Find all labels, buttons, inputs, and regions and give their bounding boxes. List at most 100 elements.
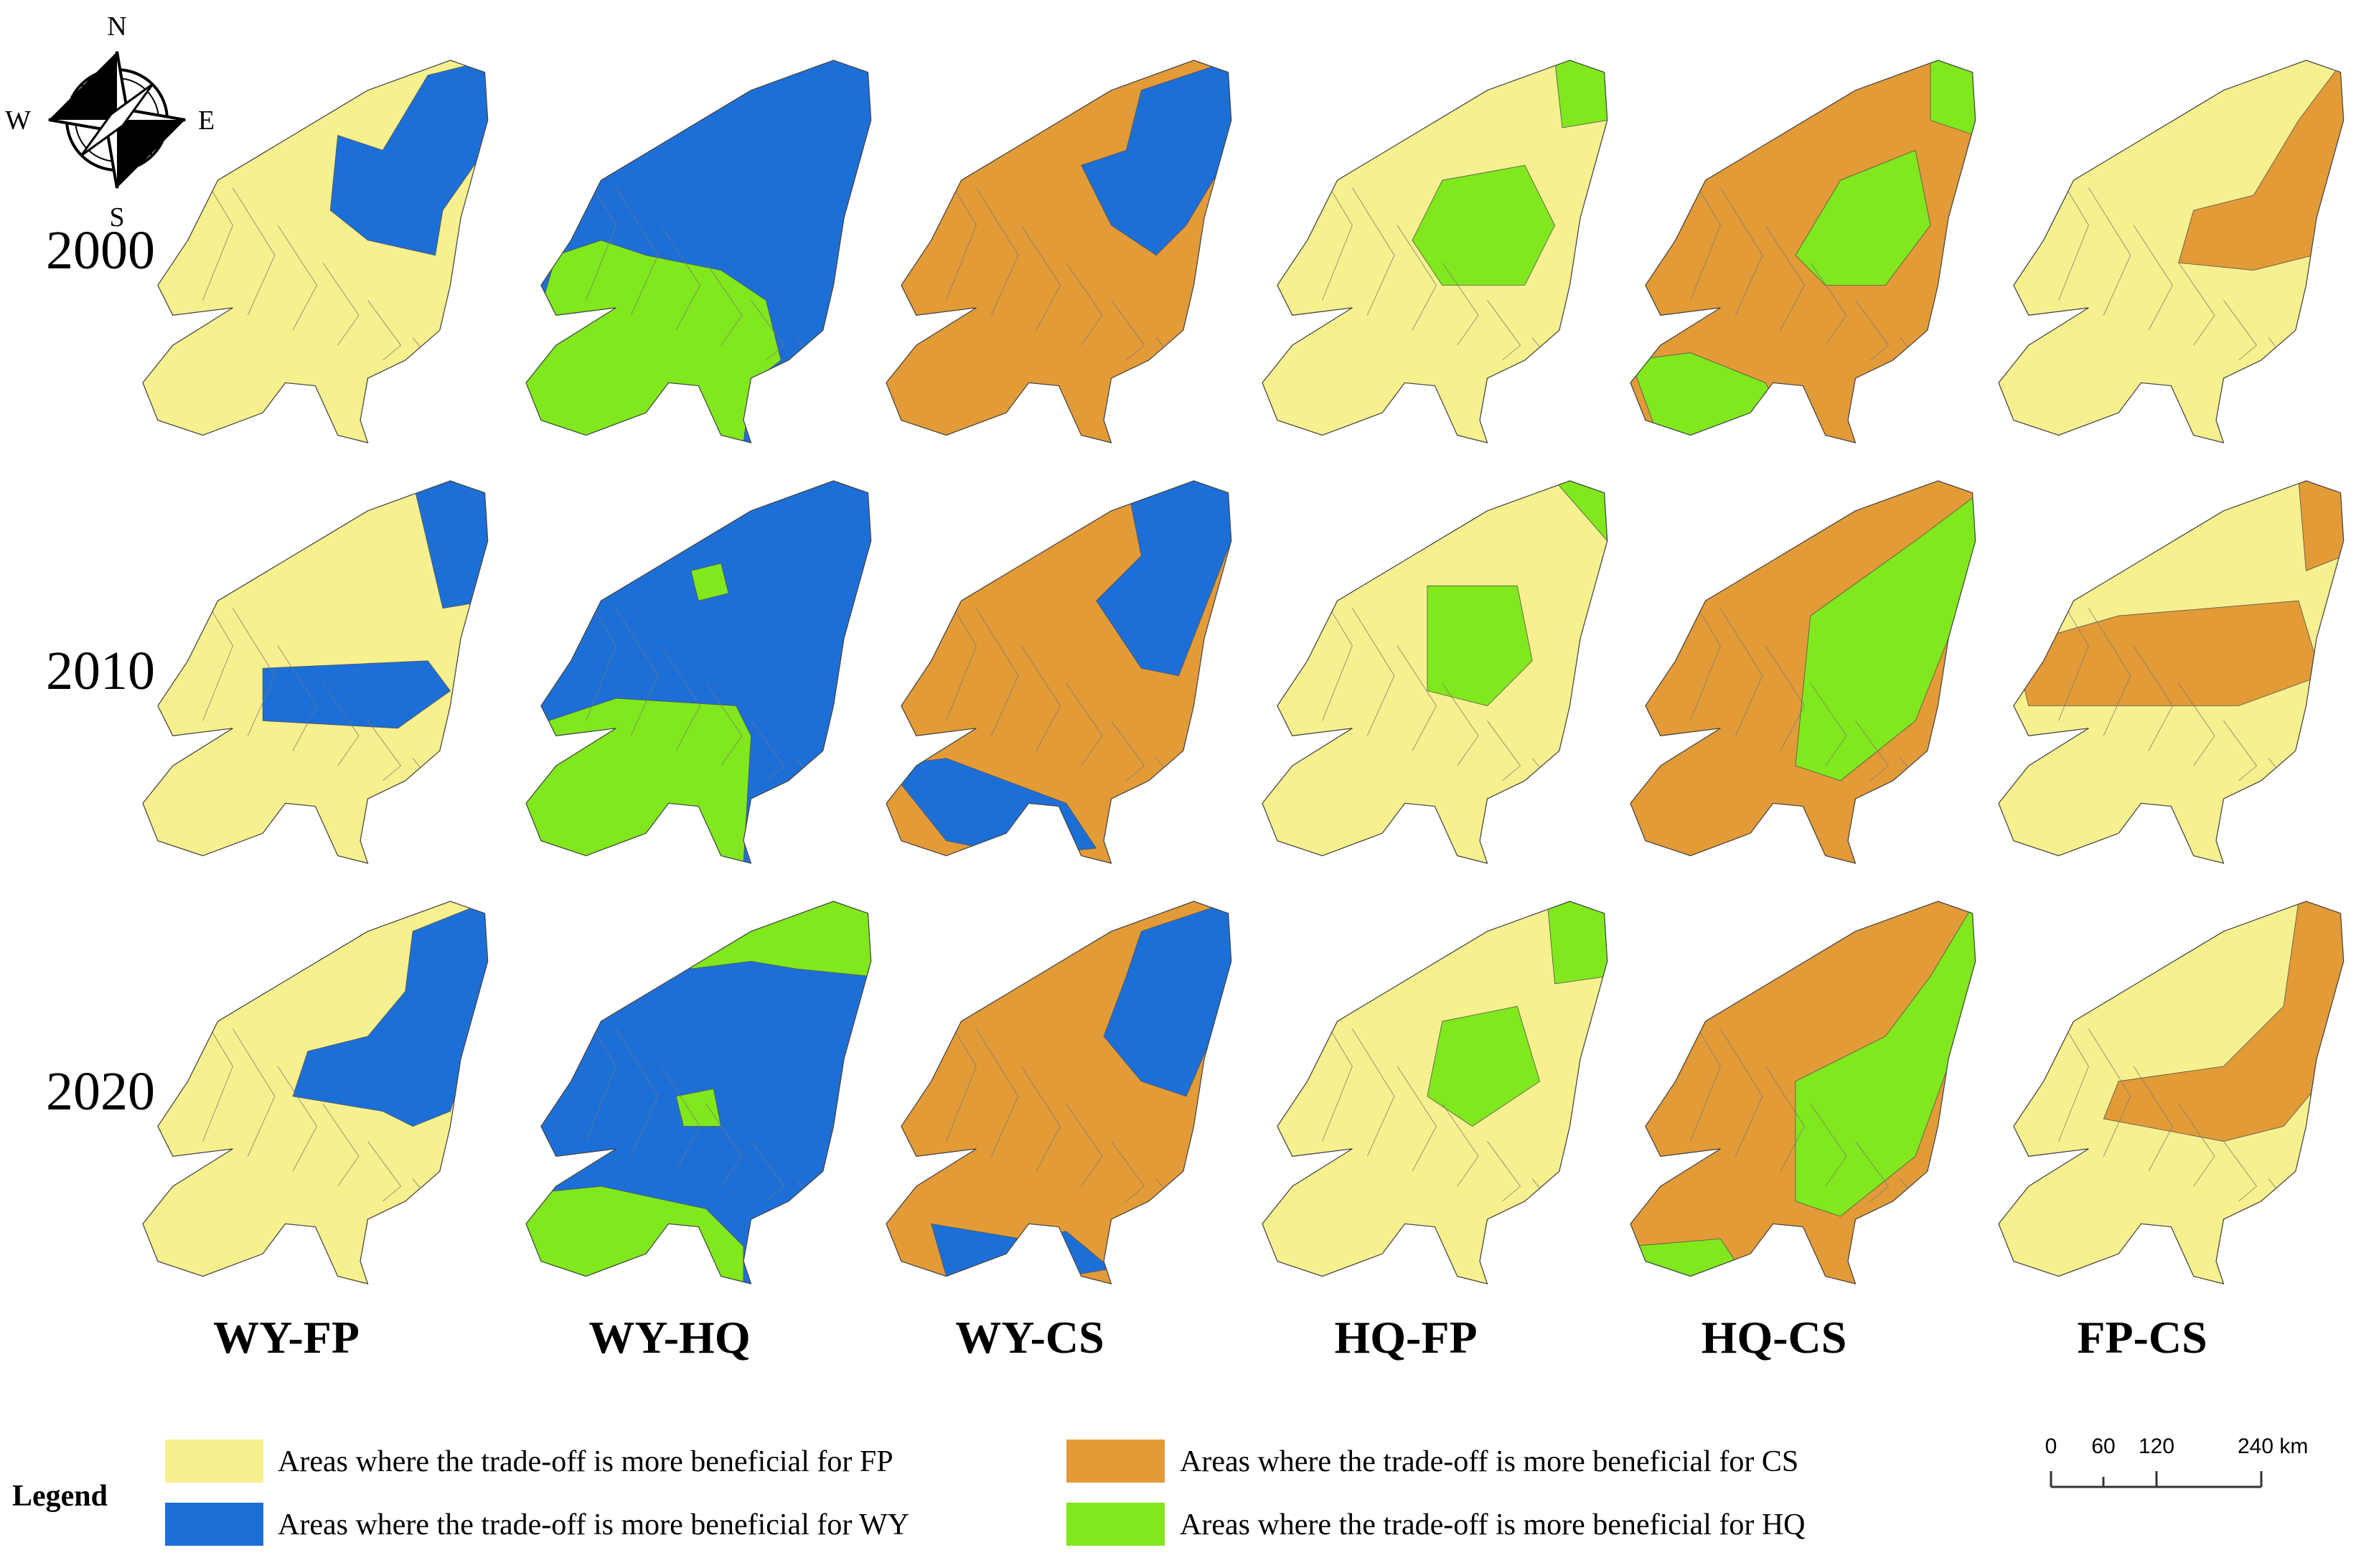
- county-line: [1442, 1103, 1479, 1187]
- region-overlay: [1554, 481, 1608, 542]
- map-panel: [886, 480, 1232, 864]
- compass-n: N: [107, 11, 126, 42]
- county-line: [1900, 758, 1931, 797]
- county-line: [1020, 225, 1061, 331]
- compass-e: E: [198, 105, 215, 136]
- legend-swatch: [165, 1440, 263, 1483]
- county-line: [751, 720, 784, 781]
- county-line: [322, 1103, 360, 1187]
- outline: [1630, 60, 1976, 443]
- county-line: [2088, 608, 2131, 736]
- scale-label: 60: [2091, 1435, 2115, 1458]
- overlay: [1427, 901, 1608, 1127]
- overlay: [1795, 495, 1976, 781]
- county-line: [1531, 337, 1563, 376]
- county-line: [277, 645, 317, 751]
- county-line: [1352, 1028, 1395, 1157]
- county-line: [616, 608, 659, 736]
- county-line: [1720, 187, 1763, 316]
- county-line: [2133, 1066, 2173, 1172]
- county-line: [412, 758, 443, 797]
- county-line: [1397, 1066, 1437, 1172]
- region-overlay: [292, 901, 488, 1127]
- outline: [1998, 901, 2345, 1285]
- outline: [142, 901, 489, 1285]
- map-panel: [1998, 480, 2345, 864]
- county-line: [412, 337, 443, 376]
- outline: [1630, 901, 1976, 1285]
- county-line: [1111, 1141, 1145, 1202]
- county-line: [1352, 187, 1395, 316]
- county-line: [2223, 1141, 2257, 1202]
- county-line: [616, 1028, 659, 1157]
- county-line: [976, 608, 1019, 736]
- region-overlay: [2298, 481, 2344, 571]
- county-line: [1397, 225, 1437, 331]
- outline: [1998, 480, 2345, 864]
- outline: [886, 480, 1232, 864]
- column-label: HQ-FP: [1334, 1312, 1477, 1363]
- county-line: [616, 187, 659, 316]
- outline: [886, 60, 1232, 443]
- legend-swatch: [1066, 1503, 1165, 1546]
- legend-label: Areas where the trade-off is more benefi…: [278, 1508, 909, 1541]
- county-line: [1066, 682, 1103, 766]
- region-overlay: [1795, 149, 1931, 286]
- compass-s: S: [109, 202, 124, 233]
- county-line: [1487, 1141, 1521, 1202]
- county-line: [795, 337, 827, 376]
- county-line: [660, 225, 700, 331]
- compass: N E S W: [5, 11, 215, 233]
- county-line: [1765, 225, 1805, 331]
- region-overlay: [690, 563, 729, 601]
- year-label: 2000: [46, 220, 155, 281]
- scale-label: 240 km: [2238, 1435, 2308, 1458]
- county-line: [1155, 337, 1187, 376]
- outline: [525, 901, 872, 1285]
- scale-label: 0: [2045, 1435, 2057, 1458]
- county-line: [1487, 720, 1521, 781]
- column-label: FP-CS: [2077, 1312, 2207, 1363]
- map-panel: [525, 480, 872, 864]
- county-line: [2088, 1028, 2131, 1157]
- county-line: [412, 1178, 443, 1217]
- legend-title: Legend: [12, 1480, 108, 1513]
- region-base: [1999, 60, 2344, 443]
- county-line: [705, 262, 743, 346]
- column-label: WY-HQ: [588, 1312, 750, 1363]
- outline: [525, 480, 872, 864]
- county-line: [2178, 682, 2215, 766]
- outline: [142, 480, 489, 864]
- county-line: [1855, 300, 1889, 361]
- county-line: [322, 682, 360, 766]
- map-panel: [142, 901, 489, 1285]
- legend-swatch: [1066, 1440, 1165, 1483]
- county-line: [1155, 758, 1187, 797]
- outline: [1630, 480, 1976, 864]
- map-panel: [1262, 480, 1608, 864]
- county-line: [751, 300, 784, 361]
- county-line: [1397, 645, 1437, 751]
- column-label: WY-FP: [213, 1312, 360, 1363]
- map-panel: [1262, 60, 1608, 443]
- county-line: [1765, 645, 1805, 751]
- county-line: [2178, 262, 2215, 346]
- county-line: [1720, 608, 1763, 736]
- overlay: [1412, 60, 1608, 286]
- county-line: [367, 720, 401, 781]
- legend-label: Areas where the trade-off is more benefi…: [1180, 1508, 1806, 1541]
- map-panel: [525, 901, 872, 1285]
- year-label: 2010: [46, 641, 155, 701]
- region-overlay: [262, 660, 451, 729]
- map-panel: [886, 901, 1232, 1285]
- region-overlay: [1795, 901, 1976, 1217]
- county-line: [233, 187, 276, 316]
- overlay: [2013, 481, 2344, 706]
- region-overlay: [675, 1088, 722, 1127]
- county-line: [367, 1141, 401, 1202]
- region-overlay: [1554, 60, 1608, 128]
- scale-label: 120: [2139, 1435, 2174, 1458]
- county-line: [2133, 225, 2173, 331]
- map-panel: [1630, 480, 1976, 864]
- region-overlay: [675, 901, 871, 977]
